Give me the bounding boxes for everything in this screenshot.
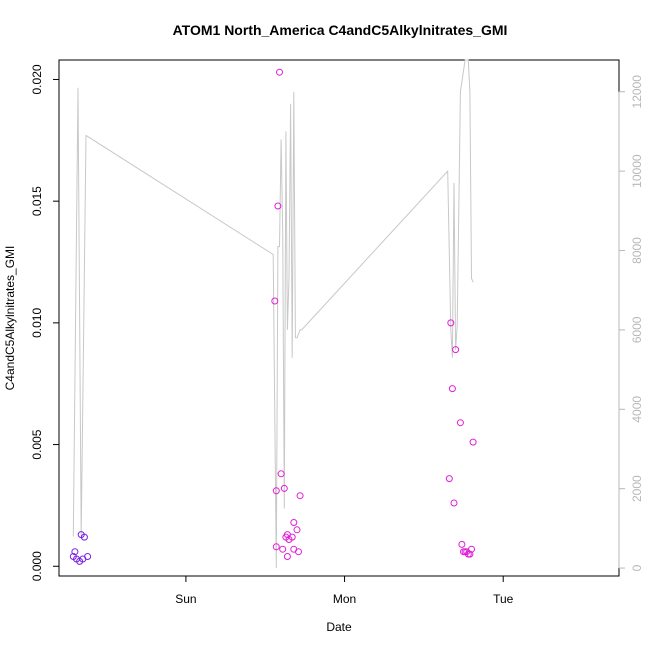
data-point (279, 545, 287, 553)
data-point (450, 499, 458, 507)
right-tick-label: 0 (630, 564, 644, 571)
x-tick-label: Tue (493, 592, 514, 606)
data-point (280, 484, 288, 492)
x-tick-label: Sun (175, 592, 196, 606)
data-point (288, 533, 296, 541)
data-point (272, 543, 280, 551)
left-tick-label: 0.000 (30, 551, 44, 581)
series-line (72, 59, 474, 569)
right-tick-label: 10000 (630, 154, 644, 188)
left-tick-label: 0.005 (30, 429, 44, 459)
data-point (293, 526, 301, 534)
x-axis: Sun Mon Tue (175, 575, 514, 606)
data-point (84, 553, 92, 560)
data-point (456, 419, 464, 427)
data-point (466, 550, 474, 558)
x-axis-label: Date (326, 620, 352, 634)
data-point (277, 470, 285, 478)
data-point (272, 487, 280, 495)
right-tick-label: 8000 (630, 237, 644, 264)
left-tick-label: 0.015 (30, 186, 44, 216)
x-tick-label: Mon (333, 592, 356, 606)
right-tick-label: 4000 (630, 396, 644, 423)
data-point (445, 475, 453, 483)
data-point (458, 540, 466, 548)
data-point (290, 519, 298, 526)
data-point (447, 319, 455, 327)
data-point (71, 548, 79, 556)
right-axis-line-series (72, 59, 474, 569)
chart-title: ATOM1 North_America C4andC5Alkylnitrates… (173, 22, 508, 38)
data-point (295, 548, 302, 556)
data-point (468, 545, 475, 553)
right-tick-label: 2000 (630, 475, 644, 502)
data-point (276, 68, 283, 76)
data-point (448, 385, 456, 393)
left-axis-point-series (69, 68, 477, 565)
data-point (274, 202, 282, 210)
left-tick-label: 0.020 (30, 64, 44, 94)
data-point (469, 438, 477, 446)
y-axis-label: C4andC5Alkylnitrates_GMI (3, 246, 17, 391)
left-axis: 0.000 0.005 0.010 0.015 0.020 (30, 64, 60, 581)
data-point (271, 297, 279, 305)
data-point (283, 553, 291, 560)
right-tick-label: 6000 (630, 316, 644, 343)
data-point (80, 533, 88, 541)
data-point (296, 492, 304, 500)
left-tick-label: 0.010 (30, 308, 44, 338)
right-axis: 0 2000 4000 6000 8000 10000 12000 (618, 75, 644, 571)
plot-frame (58, 59, 620, 577)
right-tick-label: 12000 (630, 75, 644, 109)
data-point (452, 346, 460, 354)
